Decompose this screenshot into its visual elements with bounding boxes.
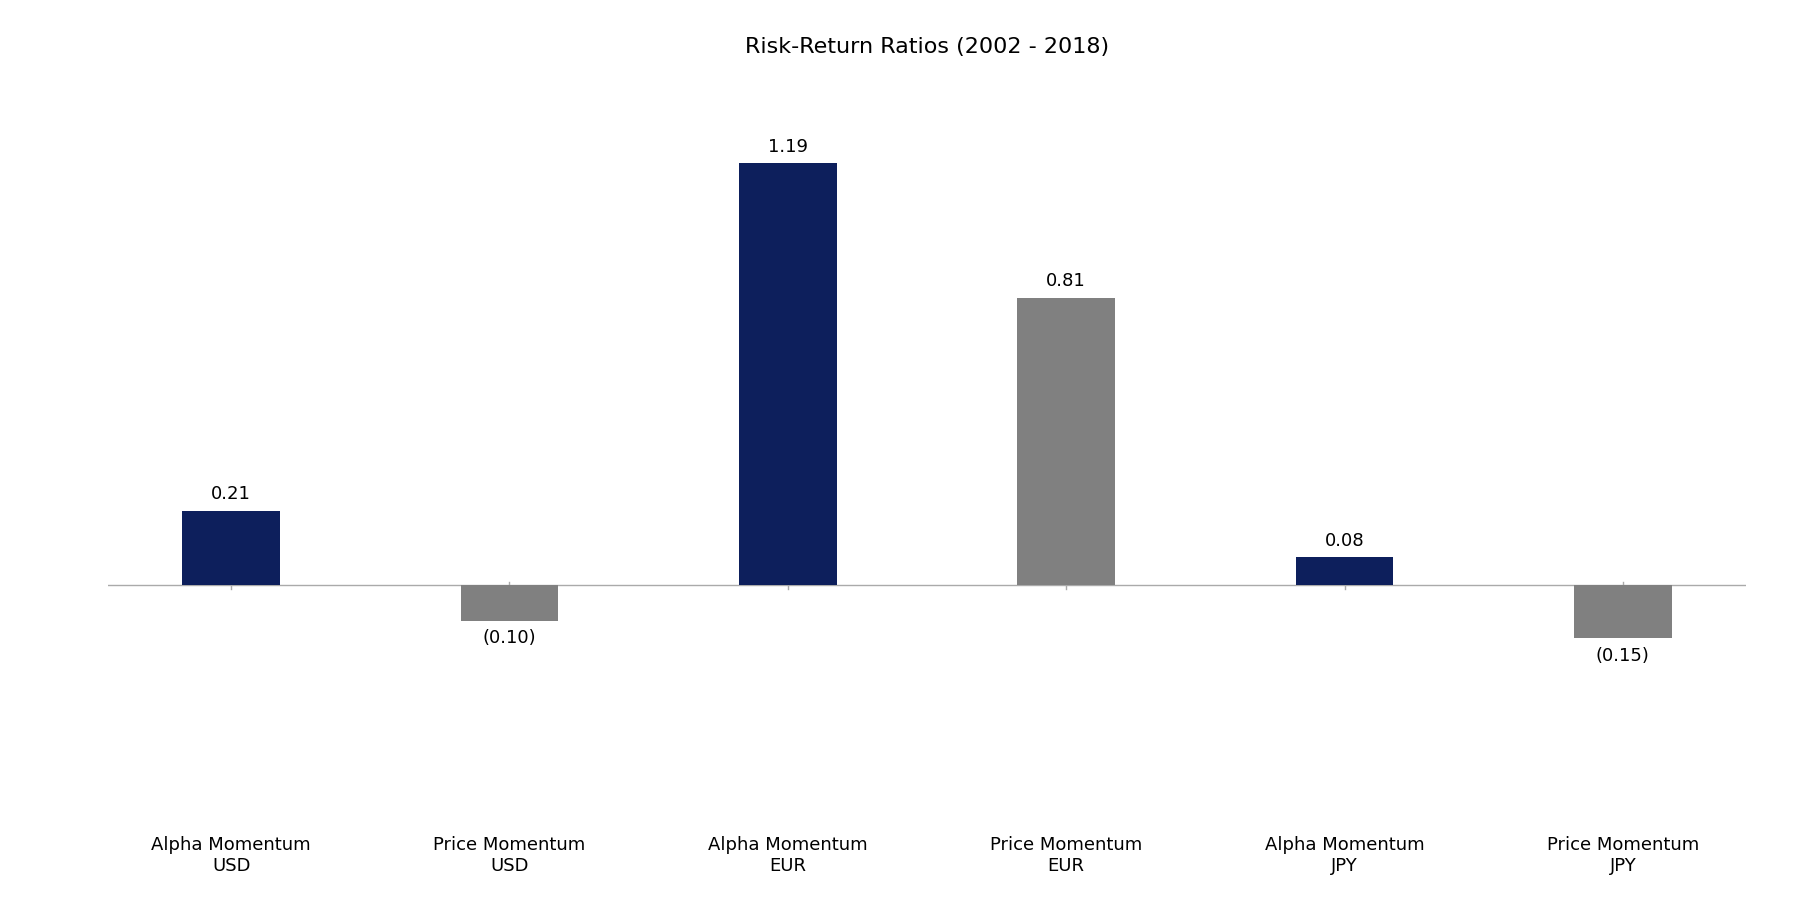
Bar bbox=[1296, 557, 1393, 585]
Text: 0.21: 0.21 bbox=[211, 485, 252, 503]
Bar bbox=[461, 585, 558, 621]
Text: 0.81: 0.81 bbox=[1046, 273, 1085, 291]
Text: 0.08: 0.08 bbox=[1325, 532, 1364, 550]
Title: Risk-Return Ratios (2002 - 2018): Risk-Return Ratios (2002 - 2018) bbox=[745, 37, 1109, 58]
Bar bbox=[1575, 585, 1672, 638]
Text: 1.19: 1.19 bbox=[769, 138, 808, 156]
Bar bbox=[740, 163, 837, 585]
Bar bbox=[1017, 298, 1114, 585]
Bar bbox=[182, 510, 279, 585]
Text: (0.15): (0.15) bbox=[1597, 647, 1651, 665]
Text: (0.10): (0.10) bbox=[482, 629, 536, 647]
